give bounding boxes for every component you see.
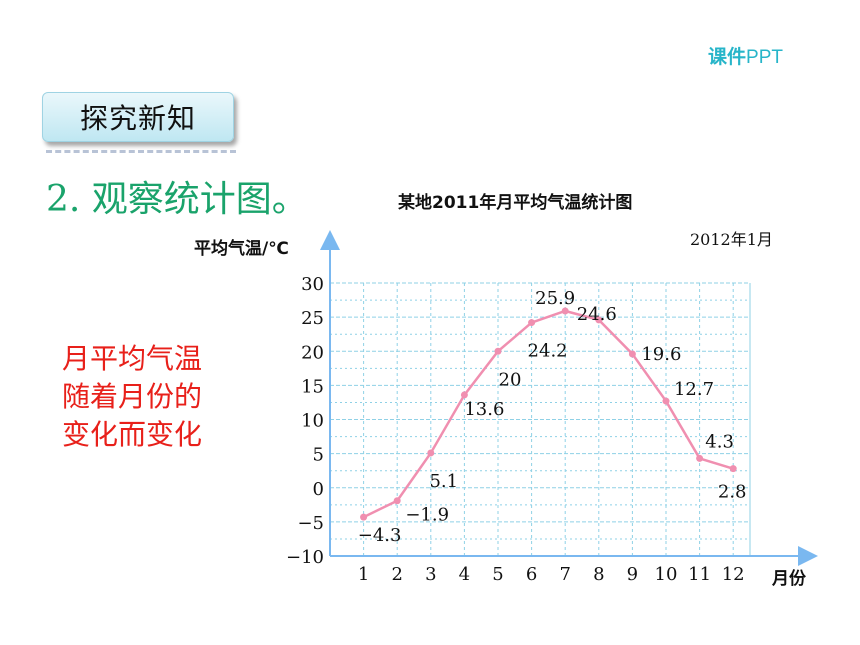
y-tick-label: 15 [301,376,324,397]
section-tag: 探究新知 [42,92,234,142]
x-tick-label: 1 [358,564,369,585]
y-tick-label: 10 [301,411,324,432]
observation-note: 月平均气温 随着月份的 变化而变化 [62,340,252,454]
data-point [460,391,468,399]
chart-axes [320,230,818,566]
data-point [662,397,670,405]
chart-series [360,307,737,521]
data-point [360,513,368,521]
x-tick-label: 8 [593,564,604,585]
data-point [528,319,536,327]
data-label: 19.6 [641,344,681,365]
x-tick-label: 6 [526,564,537,585]
y-tick-label: −5 [297,513,324,534]
x-tick-label: 3 [425,564,436,585]
data-label: 25.9 [535,288,575,309]
data-label: 4.3 [705,431,734,452]
x-tick-label: 4 [459,564,470,585]
data-label: 13.6 [464,399,504,420]
chart-title: 某地2011年月平均气温统计图 [398,193,633,213]
note-line: 变化而变化 [62,418,203,451]
y-tick-label: 20 [301,342,324,363]
y-tick-label: −10 [286,547,324,568]
x-tick-label: 7 [559,564,570,585]
data-point [729,465,737,473]
data-point [427,449,435,457]
chart-date-note: 2012年1月 [690,230,773,249]
data-point [595,316,603,324]
series-line [363,309,734,519]
x-tick-label: 11 [688,564,711,585]
x-tick-label: 5 [492,564,503,585]
x-tick-label: 12 [722,564,745,585]
section-divider [46,150,236,153]
data-label: 20 [499,369,522,390]
brand-suffix: PPT [746,47,783,68]
y-tick-label: 0 [313,479,324,500]
y-tick-label: 25 [301,308,324,329]
data-point [628,350,636,358]
note-line: 月平均气温 [62,342,203,375]
x-axis-label: 月份 [771,568,807,589]
question-subtitle: 2. 观察统计图。 [46,179,308,220]
chart-grid [330,282,751,557]
y-tick-label: 30 [301,274,324,295]
data-label: 5.1 [429,471,458,492]
data-point [494,347,502,355]
data-label: 24.2 [528,341,568,362]
note-line: 随着月份的 [62,380,203,413]
y-tick-label: 5 [313,445,324,466]
brand-logo: 课件PPT [708,42,783,69]
data-label: −4.3 [358,525,402,546]
data-label: 12.7 [674,379,714,400]
x-tick-label: 2 [391,564,402,585]
data-label: −1.9 [405,505,449,526]
y-axis-label: 平均气温/℃ [194,238,289,259]
data-point [393,497,401,505]
data-label: 24.6 [577,304,617,325]
brand-prefix: 课件 [708,47,747,68]
data-point [696,454,704,462]
data-point [561,307,569,315]
data-label: 2.8 [718,482,747,503]
x-tick-label: 10 [655,564,678,585]
x-tick-label: 9 [627,564,638,585]
